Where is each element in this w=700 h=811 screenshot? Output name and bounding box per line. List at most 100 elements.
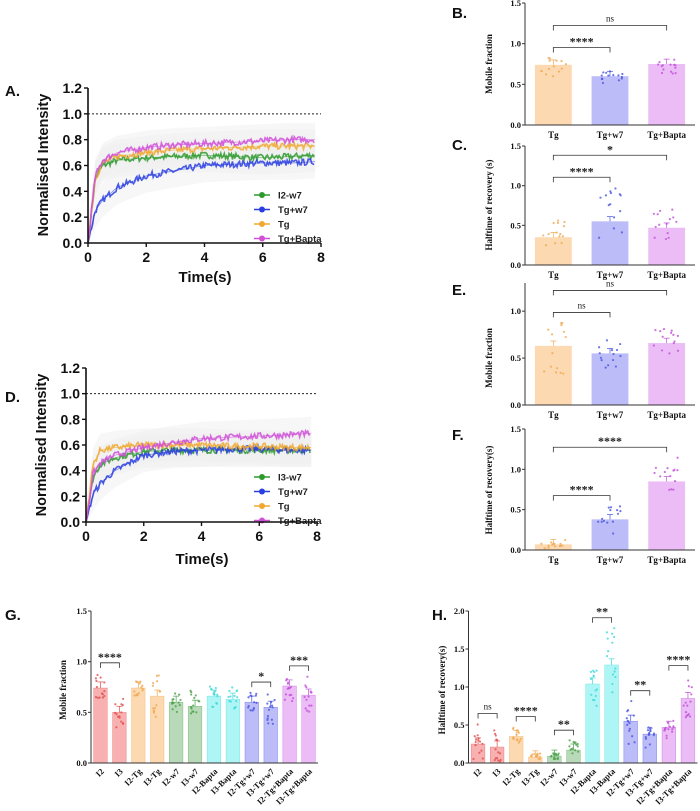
data-point — [519, 737, 523, 740]
data-point — [494, 734, 497, 737]
data-point — [254, 694, 257, 697]
data-point — [605, 655, 609, 658]
fit-line-Tg+Bapta — [87, 139, 316, 244]
data-point — [668, 352, 671, 355]
data-point — [175, 710, 178, 714]
data-point — [121, 722, 125, 725]
data-point — [547, 544, 550, 547]
data-point — [179, 698, 182, 702]
data-point — [538, 752, 542, 755]
data-point — [193, 696, 196, 699]
x-tick-label: Tg+w7 — [597, 555, 624, 565]
data-point — [555, 367, 559, 370]
x-tick-label: Tg+w7 — [597, 130, 624, 140]
data-point — [550, 754, 553, 758]
data-point — [287, 681, 290, 684]
data-point — [474, 740, 477, 744]
data-point — [663, 470, 666, 474]
data-point — [478, 751, 481, 754]
significance-label: **** — [570, 164, 594, 178]
data-point — [171, 708, 174, 711]
significance-label: **** — [666, 653, 690, 667]
data-point — [667, 728, 670, 731]
data-point — [152, 711, 156, 714]
data-point — [689, 700, 692, 703]
data-point — [543, 547, 546, 550]
data-point — [617, 74, 620, 77]
data-point — [552, 65, 555, 68]
data-point — [671, 72, 674, 75]
data-point — [605, 339, 609, 342]
data-point — [266, 718, 269, 722]
data-point — [253, 701, 256, 704]
data-point — [305, 698, 308, 701]
data-point — [604, 194, 608, 197]
data-point — [497, 751, 500, 754]
data-point — [607, 364, 610, 367]
data-point — [308, 704, 311, 707]
y-tick-label: 0.2 — [61, 488, 81, 504]
data-point — [120, 720, 123, 723]
bar-Tg — [534, 237, 572, 265]
data-point — [494, 757, 497, 760]
data-point — [611, 682, 614, 686]
data-point — [684, 701, 687, 704]
data-point — [159, 690, 162, 693]
significance-label: * — [607, 142, 613, 156]
data-point — [669, 70, 673, 73]
significance-bracket — [552, 154, 668, 161]
data-point — [577, 750, 580, 753]
data-point — [674, 72, 677, 75]
data-point — [646, 729, 650, 732]
data-point — [617, 79, 621, 82]
panel-label: H. — [432, 607, 447, 624]
y-tick-label: 0.5 — [454, 720, 465, 730]
bar-I3 — [112, 712, 127, 764]
panel-label: D. — [5, 389, 20, 406]
significance-label: **** — [98, 650, 122, 664]
series-line-Tg — [85, 439, 311, 523]
data-point — [100, 692, 104, 695]
data-point — [686, 704, 689, 707]
x-tick-label: Tg+w7 — [597, 410, 624, 420]
legend-marker — [259, 192, 265, 198]
legend-marker — [259, 235, 265, 242]
data-point — [684, 716, 687, 719]
data-point — [190, 691, 193, 694]
significance-label: ns — [578, 300, 587, 310]
data-point — [266, 702, 269, 705]
data-point — [654, 328, 657, 332]
data-point — [247, 706, 250, 709]
data-point — [610, 349, 614, 352]
data-point — [606, 521, 609, 524]
y-axis-label: Mobile fraction — [484, 328, 494, 388]
y-tick-label: 1.5 — [76, 606, 87, 616]
data-point — [605, 71, 608, 74]
data-point — [614, 667, 617, 670]
data-point — [556, 219, 560, 222]
panel-label: F. — [452, 427, 464, 444]
data-point — [227, 695, 230, 699]
data-point — [273, 698, 276, 702]
data-point — [271, 722, 274, 725]
panel-label: C. — [452, 137, 467, 154]
data-point — [568, 745, 571, 748]
data-point — [607, 74, 610, 77]
x-tick-label: Tg — [548, 130, 559, 140]
data-point — [607, 506, 610, 509]
y-tick-label: 0.5 — [510, 220, 521, 230]
significance-label: ** — [596, 605, 608, 619]
data-point — [310, 691, 313, 694]
x-tick-label: 6 — [259, 249, 267, 265]
data-point — [619, 354, 622, 358]
data-point — [116, 715, 120, 718]
data-point — [612, 532, 615, 535]
data-point — [594, 694, 597, 698]
data-point — [96, 673, 99, 677]
data-point — [473, 735, 476, 738]
legend-label: Tg — [278, 220, 290, 231]
data-point — [590, 677, 593, 681]
data-point — [516, 738, 519, 741]
data-point — [229, 695, 232, 698]
